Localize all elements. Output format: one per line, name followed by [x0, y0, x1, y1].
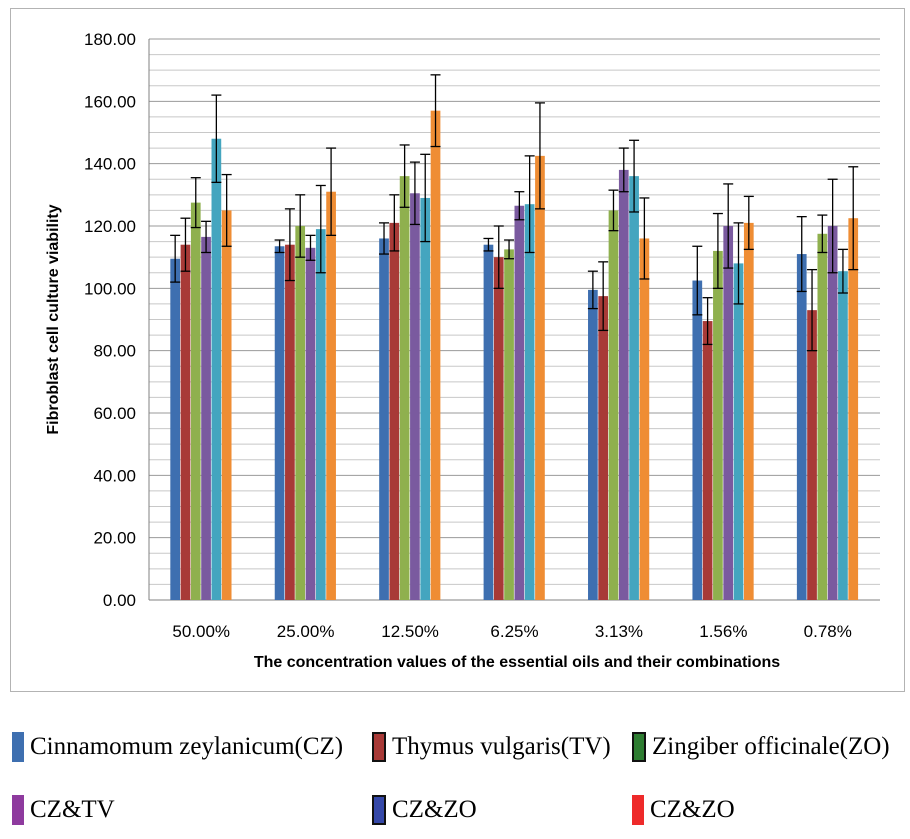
bar — [639, 238, 650, 600]
y-axis-title: Fibroblast cell culture viability — [45, 204, 62, 434]
legend: Cinnamomum zeylanicum(CZ) Thymus vulgari… — [0, 716, 910, 839]
bar — [190, 202, 201, 600]
bar — [588, 289, 598, 600]
x-tick-label: 3.13% — [595, 622, 643, 641]
bar — [305, 247, 316, 601]
bar — [598, 296, 609, 600]
bar — [410, 193, 420, 600]
chart-frame — [10, 8, 905, 692]
y-tick-label: 80.00 — [93, 342, 136, 361]
legend-swatch-5 — [632, 795, 644, 825]
legend-label-2: Zingiber officinale(ZO) — [652, 733, 890, 760]
bar — [618, 169, 629, 600]
bar — [180, 244, 191, 600]
bar — [295, 226, 306, 600]
legend-swatch-4 — [372, 795, 386, 825]
bar — [743, 222, 754, 600]
x-tick-label: 12.50% — [381, 622, 439, 641]
bar — [817, 233, 828, 600]
bar — [379, 238, 389, 600]
bar — [807, 310, 817, 600]
y-tick-label: 100.00 — [84, 279, 136, 298]
bar — [326, 191, 336, 600]
bar — [827, 226, 838, 600]
bar — [285, 244, 295, 600]
legend-item-0: Cinnamomum zeylanicum(CZ) — [12, 732, 343, 762]
x-tick-label: 1.56% — [699, 622, 747, 641]
bar — [848, 218, 859, 601]
legend-item-2: Zingiber officinale(ZO) — [632, 732, 890, 762]
legend-label-1: Thymus vulgaris(TV) — [392, 733, 611, 760]
y-tick-label: 180.00 — [84, 30, 136, 49]
y-tick-label: 160.00 — [84, 92, 136, 111]
bar — [838, 271, 848, 600]
y-tick-label: 140.00 — [84, 155, 136, 174]
legend-swatch-2 — [632, 732, 646, 762]
x-axis-title: The concentration values of the essentia… — [254, 654, 780, 671]
bar — [702, 321, 713, 600]
bar — [692, 280, 703, 600]
y-tick-label: 40.00 — [93, 466, 136, 485]
bar — [389, 222, 400, 600]
bar — [221, 210, 232, 600]
x-tick-label: 0.78% — [804, 622, 852, 641]
legend-swatch-3 — [12, 795, 24, 825]
bar — [733, 263, 744, 600]
bar — [504, 249, 514, 600]
y-tick-label: 60.00 — [93, 404, 136, 423]
bar — [524, 204, 535, 600]
bar — [796, 254, 807, 601]
legend-item-4: CZ&ZO — [372, 795, 477, 825]
bar — [514, 205, 525, 600]
legend-swatch-1 — [372, 732, 386, 762]
bar — [493, 257, 504, 600]
bar — [430, 110, 441, 600]
bar — [723, 226, 734, 600]
legend-item-1: Thymus vulgaris(TV) — [372, 732, 611, 762]
legend-item-3: CZ&TV — [12, 795, 115, 825]
chart-svg: 0.00 20.00 40.00 60.00 80.00 100.00 120.00 140.… — [45, 30, 880, 671]
legend-label-4: CZ&ZO — [392, 796, 477, 823]
x-tick-label: 6.25% — [490, 622, 538, 641]
bar — [535, 155, 545, 600]
bar — [629, 176, 639, 600]
legend-swatch-0 — [12, 732, 24, 762]
bar — [274, 246, 285, 600]
bar — [399, 176, 410, 600]
bar — [170, 258, 181, 600]
x-tick-label: 50.00% — [172, 622, 230, 641]
legend-label-0: Cinnamomum zeylanicum(CZ) — [30, 733, 344, 760]
legend-label-3: CZ&TV — [30, 796, 115, 823]
y-tick-label: 120.00 — [84, 217, 136, 236]
bar — [420, 197, 431, 600]
bar — [713, 250, 723, 600]
legend-item-5: CZ&ZO — [632, 795, 735, 825]
bar — [201, 236, 211, 601]
bar — [608, 210, 619, 600]
y-tick-label: 0.00 — [103, 591, 136, 610]
x-tick-label: 25.00% — [277, 622, 335, 641]
legend-label-5: CZ&ZO — [650, 796, 735, 823]
bar — [211, 138, 222, 600]
bar — [483, 244, 494, 600]
bar — [315, 229, 326, 600]
y-tick-label: 20.00 — [93, 529, 136, 548]
